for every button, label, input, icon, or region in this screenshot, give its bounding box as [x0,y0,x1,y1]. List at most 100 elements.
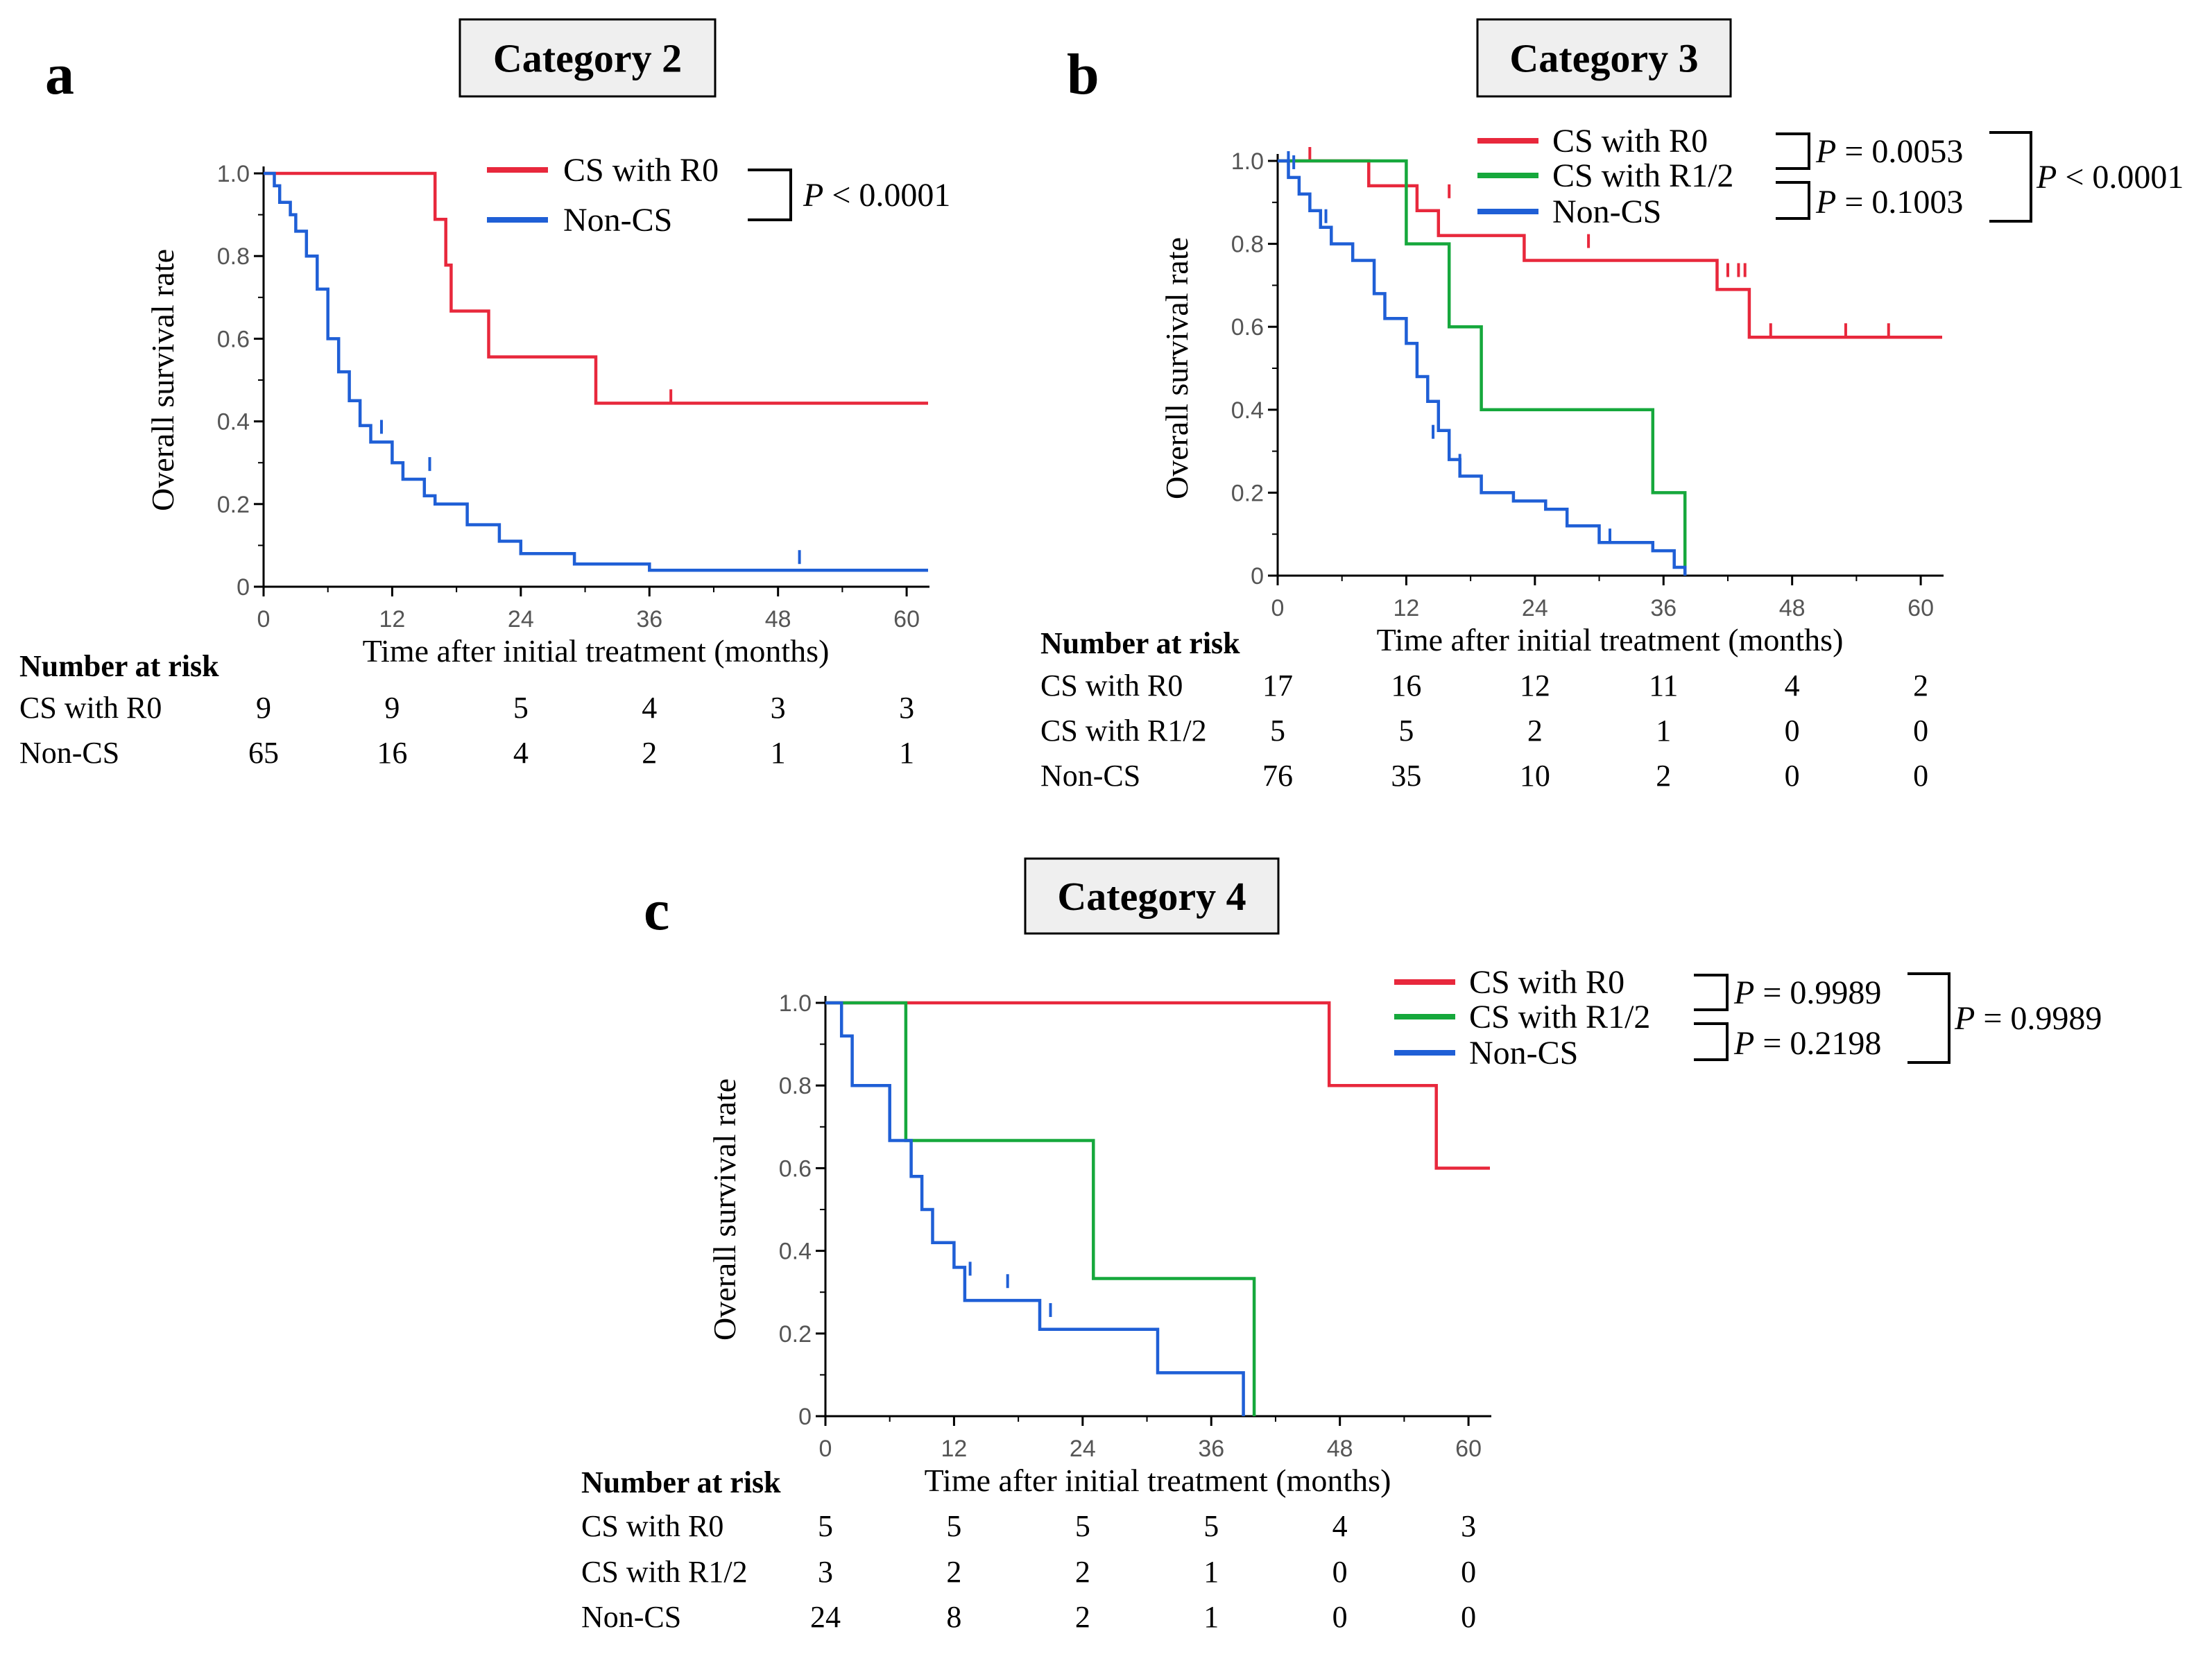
risk-count: 35 [1391,759,1421,793]
risk-count: 1 [1203,1555,1219,1589]
y-axis-title: Overall survival rate [1159,237,1194,499]
survival-curve-cs-with-r1-2 [825,1001,1256,1416]
risk-row-label: CS with R0 [581,1509,723,1543]
x-tick-label: 60 [1455,1436,1482,1462]
x-tick-label: 48 [765,606,791,632]
survival-curve-non-cs [264,171,928,572]
x-tick-label: 60 [1907,595,1934,621]
risk-count: 4 [1332,1509,1348,1543]
y-tick-label: 0.2 [217,492,250,518]
x-tick-label: 36 [636,606,662,632]
risk-count: 4 [513,736,529,770]
risk-count: 5 [1398,714,1414,748]
risk-count: 3 [818,1555,833,1589]
legend-entry: Non-CS [1469,1035,1578,1072]
p-value-r12-vs-noncs: P = 0.1003 [1815,184,1963,221]
x-tick-label: 24 [508,606,534,632]
legend-entry: CS with R0 [1552,123,1708,160]
risk-table-header: Number at risk [1040,626,1240,660]
risk-row-label: CS with R1/2 [581,1555,748,1589]
panel-letter: b [1067,42,1099,107]
risk-count: 3 [899,691,914,725]
y-tick-label: 1.0 [779,990,812,1017]
p-value-bracket [748,169,792,221]
panel-b: b Category 300.20.40.60.81.00 12 24 36 48 60Ti… [1040,18,2184,793]
legend-entry: CS with R1/2 [1552,157,1733,194]
p-value-r0-vs-r12: P = 0.9989 [1733,974,1881,1011]
survival-curve-cs-with-r0 [1278,159,1942,339]
y-tick-label: 1.0 [217,161,250,187]
p-value-bracket-r0-r12 [1776,132,1810,170]
y-axis-title: Overall survival rate [707,1078,742,1341]
risk-row-label: Non-CS [19,736,119,770]
y-tick-label: 0.6 [779,1155,812,1182]
risk-count: 2 [1913,669,1928,703]
risk-count: 24 [810,1600,841,1634]
survival-curve-cs-with-r1-2 [1278,159,1687,576]
title-box [1024,857,1280,935]
y-tick-label: 1.0 [1231,148,1264,175]
risk-count: 0 [1332,1600,1348,1634]
risk-count: 0 [1913,759,1928,793]
risk-count: 2 [1075,1555,1090,1589]
p-value-r0-vs-r12: P = 0.0053 [1815,133,1963,170]
survival-curve-non-cs [1278,159,1687,576]
y-tick-label: 0 [237,574,250,601]
x-tick-label: 48 [1779,595,1806,621]
survival-curve-cs-with-r0 [825,1001,1490,1170]
risk-count: 5 [818,1509,833,1543]
p-value-bracket-overall [1907,972,1950,1064]
risk-count: 2 [1527,714,1543,748]
risk-count: 16 [1391,669,1421,703]
risk-count: 2 [642,736,657,770]
risk-count: 9 [384,691,400,725]
y-tick-label: 0.6 [217,326,250,352]
y-tick-label: 0 [1251,563,1264,589]
risk-count: 5 [1075,1509,1090,1543]
x-tick-label: 0 [1271,595,1285,621]
panel-letter: c [644,878,669,943]
risk-count: 5 [1270,714,1285,748]
risk-row-label: Non-CS [581,1600,681,1634]
risk-count: 2 [1656,759,1671,793]
y-tick-label: 0.4 [1231,397,1264,424]
legend-entry: Non-CS [1552,193,1661,230]
risk-count: 9 [256,691,271,725]
survival-curve-cs-with-r0 [264,171,928,405]
p-value-overall: P = 0.9989 [1954,1000,2102,1037]
legend-entry: CS with R0 [1469,964,1624,1001]
y-tick-label: 0.2 [779,1321,812,1348]
x-tick-label: 24 [1522,595,1548,621]
chart-title: Category 2 [493,36,682,81]
risk-count: 1 [899,736,914,770]
risk-count: 3 [1461,1509,1476,1543]
risk-count: 1 [771,736,786,770]
risk-count: 5 [1203,1509,1219,1543]
x-tick-label: 12 [1394,595,1420,621]
chart-title: Category 4 [1057,874,1246,919]
p-value-r12-vs-noncs: P = 0.2198 [1733,1025,1881,1062]
p-value-bracket-r0-r12 [1694,974,1729,1011]
y-tick-label: 0.4 [217,409,250,436]
p-value: P < 0.0001 [803,177,950,214]
y-tick-label: 0.8 [779,1073,812,1099]
x-tick-label: 12 [379,606,406,632]
risk-count: 0 [1461,1600,1476,1634]
p-value-bracket-r12-noncs [1776,181,1810,220]
risk-count: 1 [1656,714,1671,748]
risk-count: 0 [1332,1555,1348,1589]
survival-curve-non-cs [825,1001,1245,1416]
y-tick-label: 0.6 [1231,314,1264,341]
x-axis-title: Time after initial treatment (months) [363,633,830,669]
risk-count: 12 [1520,669,1550,703]
risk-count: 5 [946,1509,961,1543]
risk-count: 76 [1262,759,1293,793]
risk-row-label: CS with R0 [1040,669,1183,703]
risk-count: 2 [1075,1600,1090,1634]
risk-row-label: CS with R1/2 [1040,714,1207,748]
risk-count: 4 [642,691,657,725]
risk-count: 5 [513,691,529,725]
x-tick-label: 0 [819,1436,832,1462]
risk-count: 10 [1520,759,1550,793]
